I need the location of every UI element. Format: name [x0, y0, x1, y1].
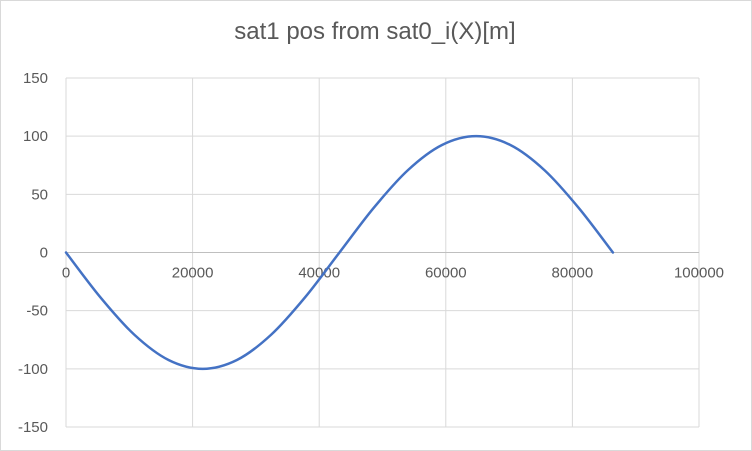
x-tick-label: 60000 [425, 265, 467, 282]
y-tick-label: -50 [26, 303, 48, 320]
chart-title: sat1 pos from sat0_i(X)[m] [234, 18, 516, 45]
x-tick-label: 0 [62, 265, 70, 282]
y-tick-label: 0 [40, 245, 48, 262]
y-tick-label: -100 [18, 361, 48, 378]
series-line [64, 134, 615, 371]
x-tick-label: 20000 [172, 265, 214, 282]
y-tick-label: 150 [23, 70, 48, 87]
x-tick-label: 80000 [552, 265, 594, 282]
x-tick-label: 40000 [298, 265, 340, 282]
x-tick-label: 100000 [674, 265, 724, 282]
y-tick-label: -150 [18, 419, 48, 436]
y-tick-label: 100 [23, 128, 48, 145]
y-tick-label: 50 [31, 186, 48, 203]
